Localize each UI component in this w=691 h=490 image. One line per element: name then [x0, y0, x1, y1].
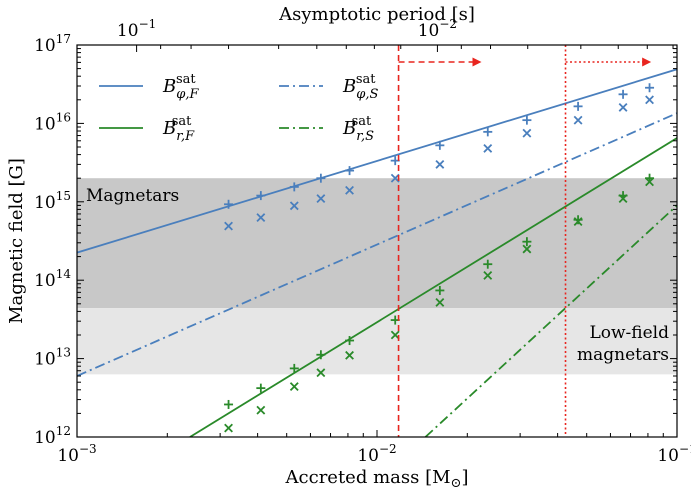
marker-r-f-2: [289, 363, 299, 373]
top-axis-title: Asymptotic period [s]: [278, 4, 475, 25]
marker-r-s-4: [345, 350, 354, 360]
band-label-low-field-line1: Low-field: [589, 323, 669, 343]
marker-r-s-10: [618, 194, 628, 203]
band-low-field-magnetars: [77, 308, 677, 375]
marker-phi-f-0: [224, 199, 234, 209]
x-tick-label: 10−3: [57, 442, 96, 466]
top-tick-label: 10−2: [418, 17, 457, 41]
series-line-r-s: [424, 204, 677, 437]
marker-r-s-8: [522, 244, 532, 254]
marker-phi-f-11: [645, 83, 655, 93]
marker-r-s-3: [316, 368, 326, 378]
marker-r-f-6: [435, 285, 445, 295]
marker-r-f-1: [256, 383, 266, 393]
x-tick-label: 10−2: [357, 442, 396, 466]
band-label-low-field-line2: magnetars: [577, 345, 669, 365]
marker-r-f-3: [316, 350, 326, 360]
legend-label-0: Bφ,Fsat: [162, 72, 199, 102]
series-line-phi-s: [77, 112, 677, 377]
marker-phi-f-2: [289, 182, 299, 192]
top-tick-label: 10−1: [117, 17, 156, 41]
series-line-r-f: [189, 137, 677, 437]
band-label-magnetars: Magnetars: [86, 186, 179, 206]
marker-r-s-0: [224, 423, 233, 433]
x-tick-label: 10−1: [657, 442, 691, 466]
marker-phi-s-8: [522, 128, 532, 138]
legend-label-2: Br,Fsat: [162, 114, 195, 144]
marker-r-s-2: [289, 382, 299, 391]
marker-r-s-5: [390, 330, 400, 340]
marker-phi-s-7: [483, 143, 493, 153]
marker-r-f-8: [522, 237, 532, 247]
vline-dashed-arrow-head: [472, 57, 482, 67]
marker-phi-f-4: [345, 166, 355, 176]
marker-phi-f-7: [483, 127, 493, 137]
marker-phi-s-4: [345, 185, 354, 195]
marker-phi-s-9: [573, 115, 583, 125]
y-tick-label: 1013: [34, 346, 71, 370]
marker-phi-s-6: [435, 159, 445, 169]
marker-r-s-7: [483, 271, 493, 280]
marker-r-s-11: [645, 177, 654, 187]
marker-phi-f-8: [522, 115, 532, 125]
y-tick-label: 1012: [34, 424, 71, 448]
y-tick-label: 1017: [34, 32, 71, 56]
legend-label-1: Bφ,Ssat: [342, 72, 378, 102]
vline-dotted-arrow-head: [642, 57, 652, 67]
y-tick-label: 1015: [34, 189, 71, 213]
marker-phi-f-10: [618, 89, 628, 99]
marker-r-f-4: [345, 336, 355, 346]
marker-r-f-7: [483, 259, 493, 269]
marker-r-f-0: [224, 399, 234, 409]
y-tick-label: 1014: [34, 267, 71, 291]
marker-r-s-6: [435, 298, 445, 307]
legend-label-3: Br,Ssat: [342, 114, 374, 144]
y-axis-title: Magnetic field [G]: [6, 158, 27, 324]
marker-phi-f-6: [435, 140, 445, 150]
marker-phi-f-1: [256, 191, 266, 201]
marker-phi-f-3: [316, 173, 326, 183]
marker-phi-s-1: [256, 213, 266, 222]
marker-phi-s-5: [390, 173, 400, 183]
marker-phi-s-11: [645, 95, 654, 105]
marker-r-s-9: [573, 217, 583, 226]
x-axis-title: Accreted mass [M⊙]: [285, 467, 469, 490]
marker-phi-s-2: [289, 201, 299, 211]
marker-r-s-1: [256, 405, 266, 415]
marker-phi-s-3: [316, 194, 326, 203]
marker-phi-f-9: [573, 101, 583, 111]
marker-phi-s-0: [224, 221, 233, 231]
series-line-phi-f: [77, 68, 677, 254]
marker-phi-s-10: [618, 102, 628, 112]
y-tick-label: 1016: [34, 110, 71, 134]
